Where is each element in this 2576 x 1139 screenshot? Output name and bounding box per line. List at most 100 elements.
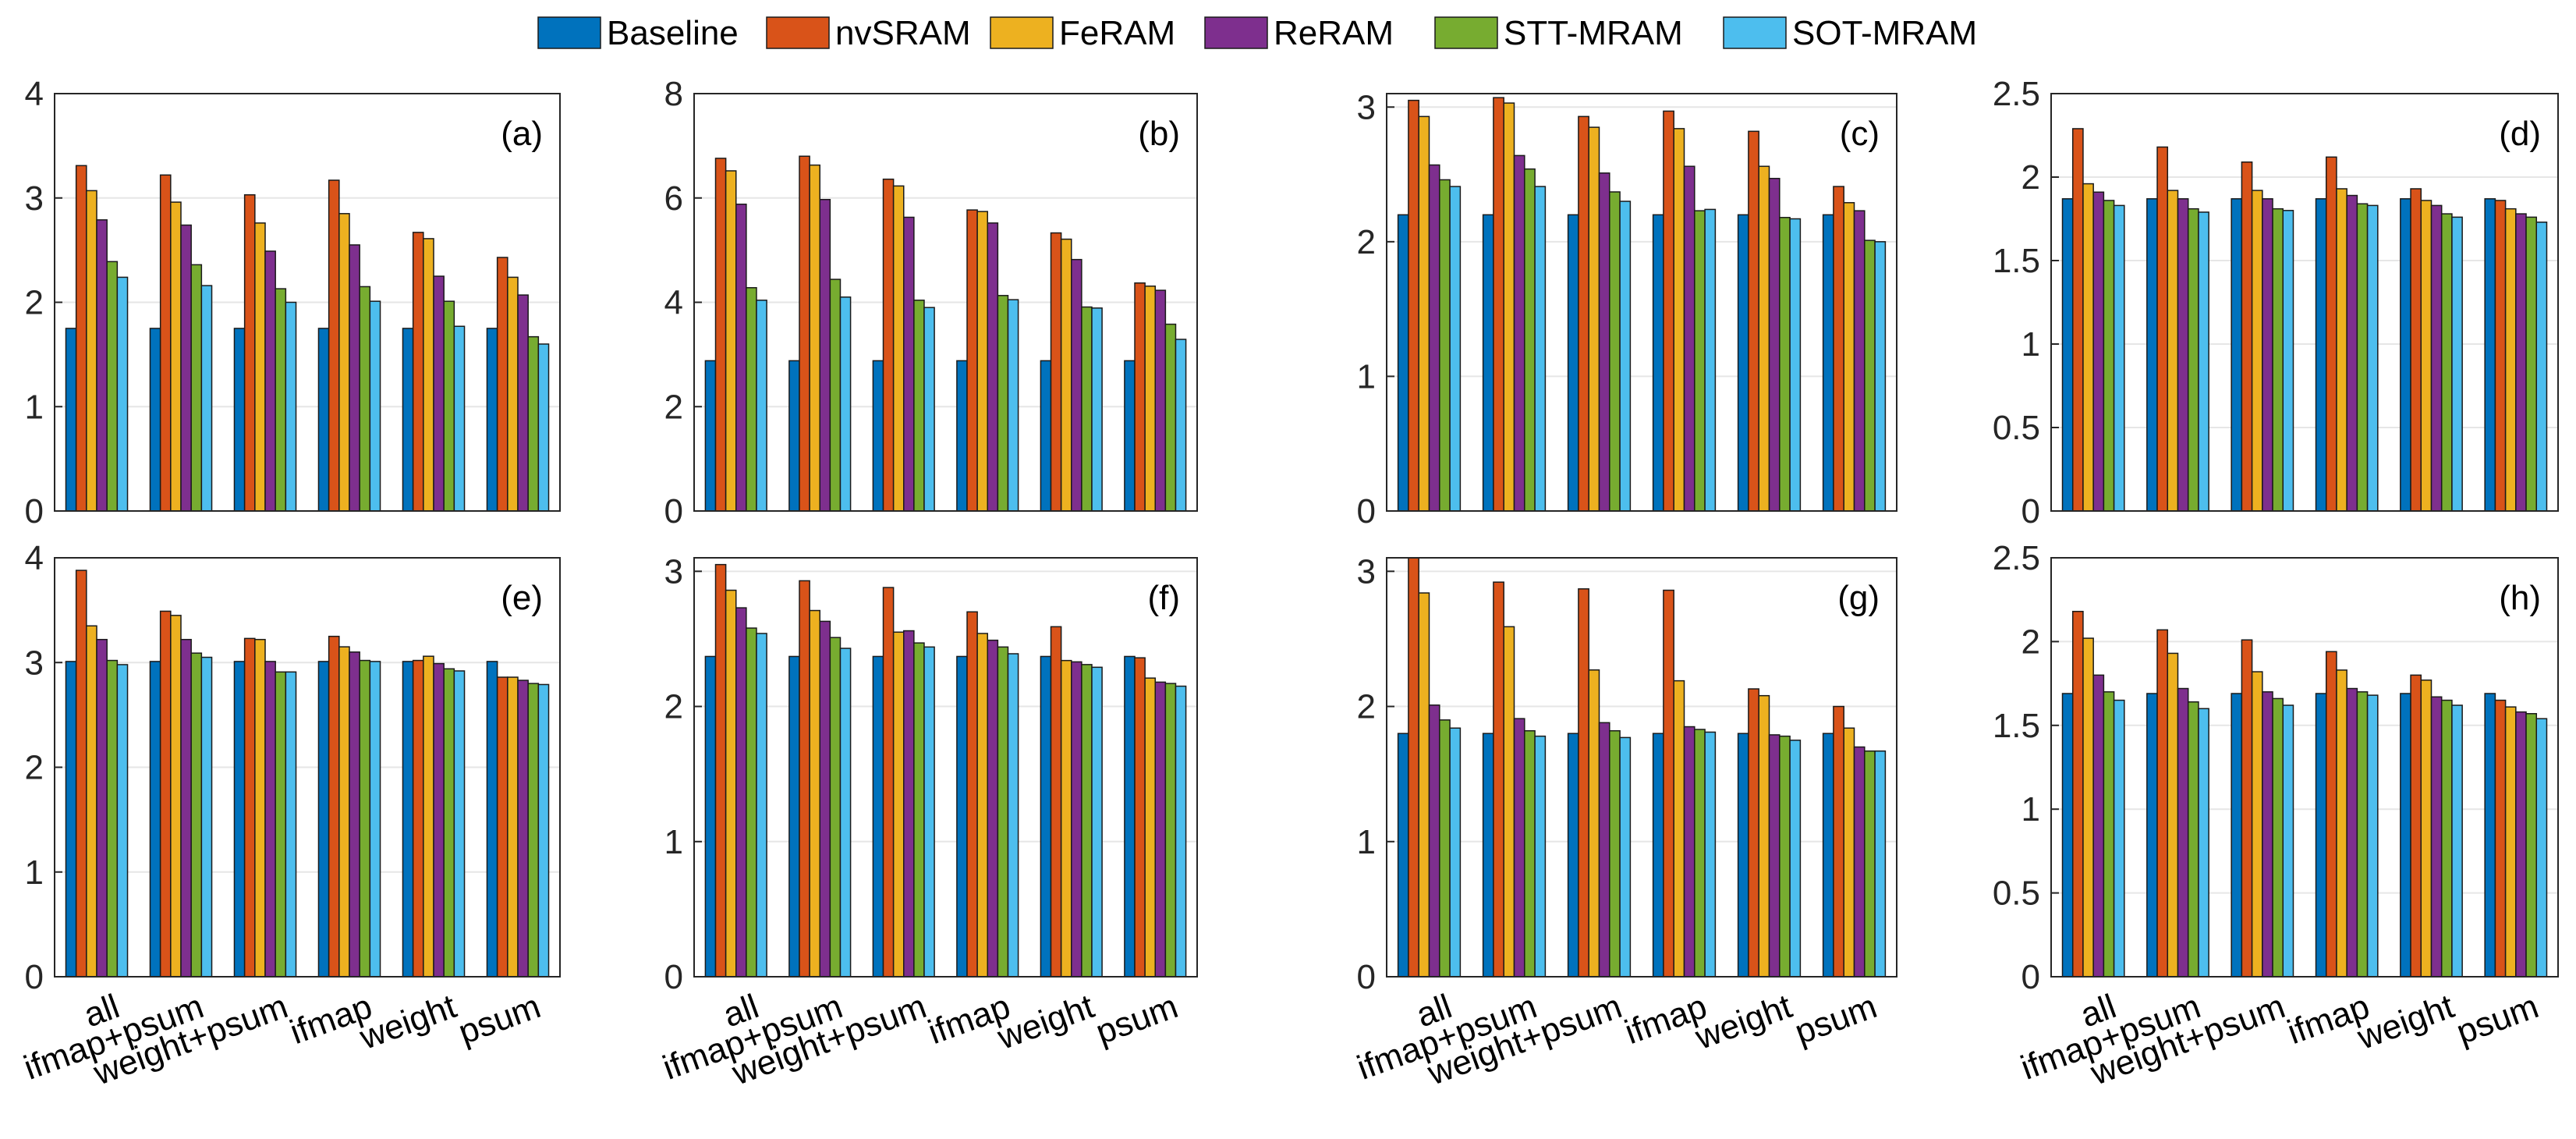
bar-sot-mram-ifmap-psum [839, 648, 852, 978]
bar-feram-weight-psum [254, 222, 266, 512]
y-tick-label: 2.5 [1993, 539, 2040, 577]
y-tick-label: 3 [25, 644, 44, 682]
bar-feram-psum [1144, 677, 1157, 978]
bar-reram-weight [433, 662, 445, 978]
bar-sot-mram-all [2113, 699, 2125, 978]
y-tick-label: 4 [25, 539, 44, 577]
bar-stt-mram-weight [1081, 306, 1093, 512]
bar-baseline-weight [2400, 693, 2411, 978]
bar-stt-mram-weight [1779, 735, 1791, 978]
bar-stt-mram-weight-psum [2272, 208, 2284, 512]
bar-feram-weight [2420, 200, 2432, 512]
bar-stt-mram-psum [1864, 750, 1876, 978]
bar-reram-all [2092, 191, 2105, 512]
bar-feram-ifmap-psum [170, 615, 182, 978]
bar-reram-weight-psum [264, 250, 276, 512]
bar-sot-mram-ifmap [2366, 694, 2379, 978]
axes-box [1386, 557, 1897, 978]
bar-sot-mram-all [1449, 727, 1462, 978]
bar-stt-mram-psum [1864, 240, 1876, 512]
bar-sot-mram-all [756, 633, 767, 978]
bar-feram-weight [423, 655, 434, 978]
bar-sot-mram-weight [1789, 740, 1802, 978]
bar-sot-mram-psum [2535, 718, 2548, 978]
bar-nvsram-ifmap [328, 179, 340, 512]
bar-nvsram-ifmap-psum [799, 155, 810, 512]
bar-nvsram-all [714, 158, 727, 512]
y-tick-label: 2 [25, 749, 44, 787]
bar-baseline-weight-psum [233, 661, 246, 978]
bar-reram-weight-psum [264, 661, 276, 978]
bar-baseline-ifmap-psum [788, 360, 800, 512]
bar-reram-psum [517, 679, 529, 978]
y-tick-label: 2 [664, 388, 683, 426]
panel-label: (d) [2499, 115, 2541, 153]
bar-nvsram-ifmap [1663, 589, 1674, 978]
bar-nvsram-ifmap [2325, 651, 2337, 978]
bar-sot-mram-ifmap [1704, 731, 1717, 978]
bar-baseline-ifmap [1652, 214, 1664, 512]
bar-nvsram-psum [2494, 699, 2507, 978]
bar-stt-mram-psum [527, 683, 540, 978]
legend-item: STT-MRAM [1434, 14, 1683, 52]
bar-sot-mram-weight-psum [923, 646, 935, 978]
bar-sot-mram-ifmap-psum [2198, 708, 2209, 978]
bar-sot-mram-ifmap-psum [839, 296, 852, 512]
bar-feram-psum [1843, 202, 1855, 512]
bar-stt-mram-psum [1164, 323, 1177, 512]
bar-baseline-psum [2484, 198, 2496, 512]
bar-feram-all [1418, 592, 1430, 978]
bar-sot-mram-weight [2451, 216, 2463, 512]
legend-item: FeRAM [990, 14, 1175, 52]
bar-stt-mram-all [2103, 200, 2115, 512]
bar-reram-ifmap-psum [2177, 687, 2189, 978]
bar-nvsram-ifmap [1663, 110, 1674, 512]
bar-reram-psum [2515, 213, 2527, 512]
legend: Baseline nvSRAM FeRAM ReRAM STT-MRAM SOT-MRAM [537, 14, 1977, 52]
bar-sot-mram-weight [453, 670, 466, 978]
bar-reram-psum [1154, 681, 1167, 978]
bar-stt-mram-psum [2525, 216, 2538, 512]
bar-stt-mram-all [106, 659, 119, 978]
bar-sot-mram-weight-psum [1619, 736, 1632, 978]
panel-label: (f) [1147, 579, 1180, 617]
bar-sot-mram-ifmap [1704, 208, 1717, 512]
bar-stt-mram-weight-psum [1609, 191, 1621, 512]
panel-label: (a) [501, 115, 543, 153]
bar-stt-mram-weight-psum [1609, 729, 1621, 978]
bar-baseline-psum [1822, 214, 1834, 512]
bar-nvsram-psum [1833, 705, 1844, 978]
bar-feram-ifmap-psum [1503, 626, 1515, 978]
bar-stt-mram-ifmap-psum [829, 637, 842, 978]
bar-feram-weight [1060, 659, 1072, 978]
panel-b: 0 2 4 6 8 (b) [664, 75, 1198, 530]
bar-sot-mram-weight [1091, 307, 1103, 512]
bar-feram-all [86, 625, 97, 978]
bar-feram-all [725, 170, 737, 512]
bar-feram-weight-psum [892, 185, 905, 512]
bar-reram-ifmap [349, 244, 360, 512]
y-tick-label: 1 [25, 853, 44, 892]
bar-baseline-ifmap [956, 655, 968, 978]
bar-stt-mram-weight-psum [275, 671, 287, 978]
axes-box [1386, 93, 1897, 512]
bar-baseline-weight [1040, 655, 1052, 978]
panel-label: (h) [2499, 579, 2541, 617]
bar-baseline-ifmap-psum [149, 328, 161, 512]
bar-stt-mram-weight-psum [913, 300, 925, 512]
bar-sot-mram-weight [1789, 218, 1802, 512]
bar-stt-mram-all [746, 287, 757, 512]
y-tick-label: 1 [1357, 357, 1376, 396]
y-tick-label: 3 [25, 179, 44, 218]
y-tick-label: 4 [664, 284, 683, 322]
bar-nvsram-psum [496, 257, 508, 512]
bar-sot-mram-ifmap [1007, 299, 1019, 512]
bar-nvsram-weight [412, 659, 424, 978]
bar-stt-mram-ifmap-psum [190, 652, 203, 978]
legend-label: Baseline [607, 14, 739, 52]
legend-item: nvSRAM [766, 14, 971, 52]
bar-feram-ifmap-psum [1503, 102, 1515, 512]
bar-feram-weight-psum [1588, 126, 1600, 512]
bar-sot-mram-ifmap-psum [1534, 186, 1547, 512]
